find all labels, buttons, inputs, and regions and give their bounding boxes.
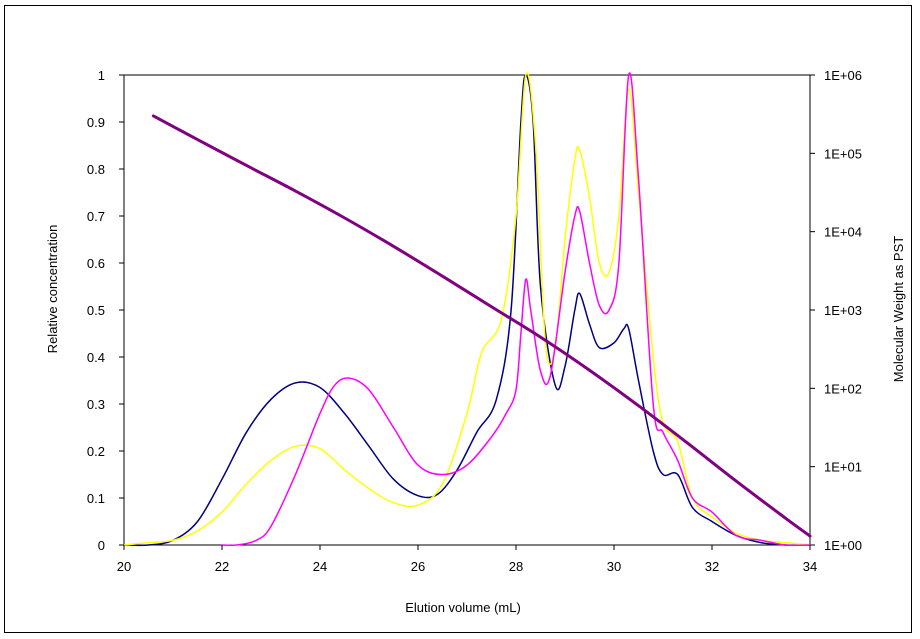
x-tick-label: 24 [313, 559, 327, 574]
y-axis-title: Relative concentration [45, 225, 60, 354]
y2-tick-label: 1E+05 [824, 146, 862, 161]
x-tick-label: 26 [411, 559, 425, 574]
plot-border [123, 74, 811, 546]
y-tick-label: 0.2 [87, 444, 105, 459]
y2-axis-title: Molecular Weight as PST [891, 236, 906, 382]
y-tick-label: 0.1 [87, 491, 105, 506]
x-tick-label: 20 [117, 559, 131, 574]
x-tick-label: 30 [607, 559, 621, 574]
series-line-4 [151, 114, 812, 538]
y2-tick-label: 1E+01 [824, 460, 862, 475]
y-tick-label: 0.5 [87, 303, 105, 318]
series-line-2 [123, 72, 811, 546]
series-line-1 [123, 74, 811, 547]
plot-area [123, 74, 811, 546]
y-tick-label: 0.3 [87, 397, 105, 412]
y2-tick-label: 1E+04 [824, 225, 862, 240]
y-tick-label: 0 [98, 538, 105, 553]
axes-layer: 20 22 24 26 28 30 32 34 0 0.1 0.2 0.3 0.4 0.5 0.6 0.7 0.… [87, 68, 862, 574]
y2-tick-label: 1E+00 [824, 538, 862, 553]
y2-tick-label: 1E+06 [824, 68, 862, 83]
x-tick-label: 22 [215, 559, 229, 574]
y-tick-label: 0.7 [87, 209, 105, 224]
x-tick-label: 28 [509, 559, 523, 574]
series-layer [123, 72, 812, 547]
y-tick-label: 0.6 [87, 256, 105, 271]
y-tick-label: 0.4 [87, 350, 105, 365]
y-tick-label: 0.9 [87, 115, 105, 130]
y2-tick-label: 1E+02 [824, 381, 862, 396]
x-tick-label: 34 [803, 559, 817, 574]
series-line-3 [221, 72, 811, 547]
x-axis-title: Elution volume (mL) [405, 600, 521, 615]
y-tick-label: 1 [98, 68, 105, 83]
chart-frame [4, 5, 912, 633]
y-tick-label: 0.8 [87, 162, 105, 177]
y2-tick-label: 1E+03 [824, 303, 862, 318]
x-tick-label: 32 [705, 559, 719, 574]
